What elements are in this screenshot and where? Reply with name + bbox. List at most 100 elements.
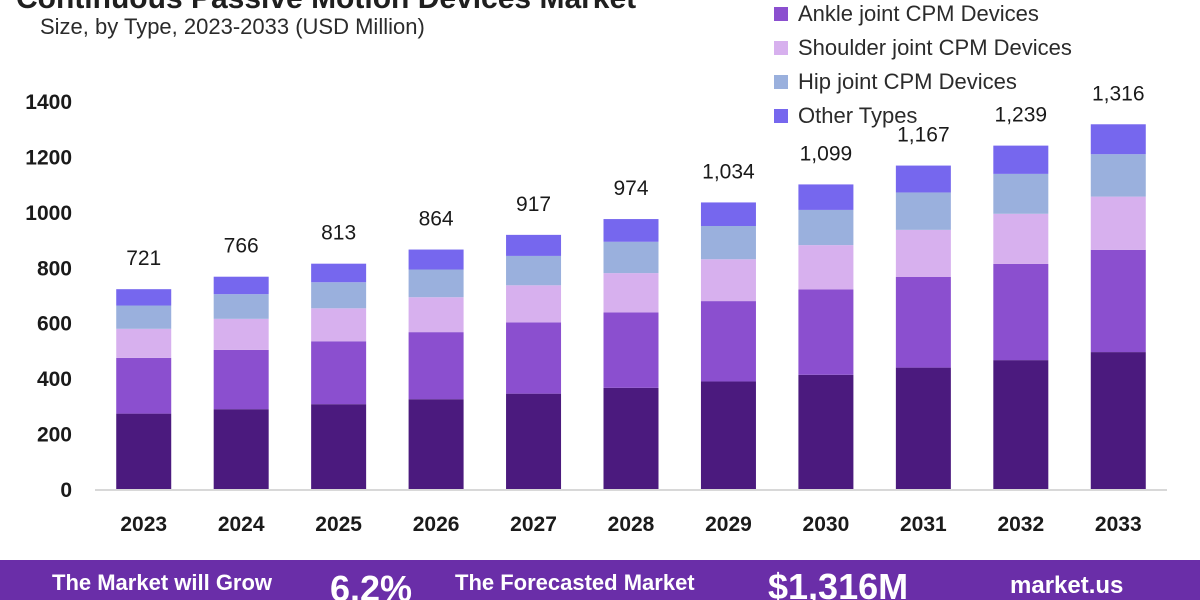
bar-segment <box>506 322 562 394</box>
legend-label-other: Other Types <box>798 103 918 128</box>
legend-label-shoulder: Shoulder joint CPM Devices <box>798 35 1072 60</box>
bar-total-label: 974 <box>613 177 648 200</box>
bar-total-label: 813 <box>321 222 356 245</box>
bar-segment <box>1090 124 1146 155</box>
x-tick-label: 2023 <box>120 513 167 536</box>
bar-segment <box>603 241 659 274</box>
bar-segment <box>603 273 659 313</box>
y-tick-label: 1400 <box>25 91 72 114</box>
bar-segment <box>311 308 367 342</box>
y-tick-label: 1000 <box>25 202 72 225</box>
bar-segment <box>895 276 951 368</box>
bar-segment <box>116 289 172 306</box>
x-tick-label: 2026 <box>413 513 460 536</box>
bar-segment <box>506 393 562 489</box>
legend-swatch-other <box>774 109 788 123</box>
x-tick-label: 2031 <box>900 513 947 536</box>
bar-segment <box>116 357 172 414</box>
bar-segment <box>311 404 367 489</box>
bar-segment <box>116 413 172 489</box>
bar-segment <box>798 245 854 290</box>
bar-segment <box>213 409 269 489</box>
y-tick-label: 1200 <box>25 146 72 169</box>
bar-total-label: 1,099 <box>800 142 853 165</box>
bar-segment <box>311 282 367 309</box>
legend-swatch-shoulder <box>774 41 788 55</box>
x-tick-label: 2033 <box>1095 513 1142 536</box>
y-tick-label: 800 <box>37 257 72 280</box>
legend-item-hip: Hip joint CPM Devices <box>774 65 1072 99</box>
legend-label-hip: Hip joint CPM Devices <box>798 69 1017 94</box>
bar-segment <box>895 192 951 230</box>
bar-total-label: 917 <box>516 193 551 216</box>
legend-item-shoulder: Shoulder joint CPM Devices <box>774 31 1072 65</box>
bar-segment <box>798 184 854 210</box>
bar-total-label: 721 <box>126 247 161 270</box>
y-tick-label: 600 <box>37 313 72 336</box>
bar-segment <box>408 297 464 333</box>
x-tick-label: 2029 <box>705 513 752 536</box>
legend-swatch-ankle <box>774 7 788 21</box>
x-tick-label: 2025 <box>315 513 362 536</box>
bar-total-label: 1,316 <box>1092 82 1145 105</box>
bar-segment <box>311 263 367 283</box>
bar-segment <box>506 255 562 286</box>
bar-segment <box>798 374 854 489</box>
stacked-bar-chart: 0 200 400 600 800 1000 1200 1400 721 2023 766 2024 8… <box>25 82 1167 536</box>
y-tick-label: 200 <box>37 424 72 447</box>
bar-segment <box>213 276 269 295</box>
legend-swatch-hip <box>774 75 788 89</box>
bar-segment <box>895 229 951 277</box>
bar-segment <box>993 145 1049 174</box>
x-tick-label: 2027 <box>510 513 557 536</box>
bar-segment <box>603 387 659 489</box>
y-tick-label: 0 <box>60 479 72 502</box>
bar-total-label: 864 <box>419 208 454 231</box>
bar-total-label: 766 <box>224 235 259 258</box>
bar-segment <box>213 318 269 350</box>
bar-segment <box>895 367 951 489</box>
bar-segment <box>1090 154 1146 197</box>
bar-segment <box>311 341 367 405</box>
chart-subtitle: Size, by Type, 2023-2033 (USD Million) <box>40 14 425 39</box>
bar-segment <box>993 213 1049 264</box>
bar-segment <box>408 269 464 298</box>
bar-total-label: 1,239 <box>995 104 1048 127</box>
bar-segment <box>1090 196 1146 250</box>
bar-segment <box>895 165 951 193</box>
bar-segment <box>993 173 1049 214</box>
legend-label-ankle: Ankle joint CPM Devices <box>798 1 1039 26</box>
bar-segment <box>603 219 659 242</box>
bar-segment <box>1090 249 1146 353</box>
x-tick-label: 2028 <box>608 513 655 536</box>
x-tick-label: 2024 <box>218 513 265 536</box>
bar-segment <box>798 289 854 375</box>
bar-segment <box>700 202 756 226</box>
bar-segment <box>603 312 659 388</box>
bar-segment <box>116 328 172 358</box>
y-tick-label: 400 <box>37 368 72 391</box>
chart-title: Continuous Passive Motion Devices Market <box>16 0 636 16</box>
bar-segment <box>700 225 756 260</box>
legend-item-other: Other Types <box>774 99 1072 133</box>
bar-segment <box>506 285 562 323</box>
bar-segment <box>213 349 269 410</box>
bar-total-label: 1,034 <box>702 160 755 183</box>
footer-forecast-value: $1,316M <box>768 566 909 600</box>
bar-segment <box>700 301 756 382</box>
bar-segment <box>408 399 464 489</box>
bar-segment <box>993 263 1049 361</box>
footer-cagr-value: 6.2% <box>330 568 413 600</box>
bar-segment <box>408 332 464 400</box>
x-tick-label: 2030 <box>803 513 850 536</box>
bar-segment <box>700 259 756 302</box>
footer-banner: The Market will Grow 6.2% The Forecasted… <box>0 560 1200 600</box>
bar-segment <box>1090 352 1146 489</box>
x-tick-label: 2032 <box>997 513 1044 536</box>
footer-grow-label: The Market will Grow <box>52 570 273 595</box>
bar-segment <box>798 209 854 246</box>
bar-segment <box>700 381 756 489</box>
bar-segment <box>213 294 269 319</box>
bar-segment <box>993 360 1049 489</box>
bar-segment <box>408 249 464 270</box>
